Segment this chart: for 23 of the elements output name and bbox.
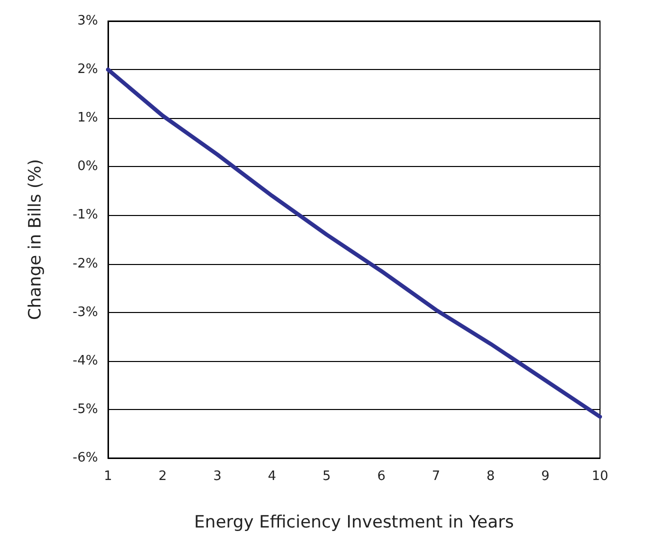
y-tick-label: -4%	[72, 353, 98, 368]
y-tick-label: -5%	[72, 402, 98, 417]
y-tick-label: -2%	[72, 256, 98, 272]
x-tick-label: 7	[432, 469, 440, 484]
x-tick-label: 4	[268, 469, 276, 484]
x-tick-label: 9	[541, 469, 550, 484]
x-axis-title: Energy Efficiency Investment in Years	[194, 512, 514, 532]
x-tick-label: 8	[486, 469, 495, 484]
x-tick-label: 3	[213, 469, 222, 484]
x-tick-label: 1	[104, 469, 112, 484]
y-tick-label: 2%	[77, 62, 98, 78]
x-tick-label: 5	[322, 469, 331, 484]
y-axis-title: Change in Bills (%)	[26, 159, 46, 320]
y-tick-label: -6%	[72, 450, 98, 466]
x-tick-label: 2	[158, 469, 167, 484]
y-tick-label: -1%	[72, 208, 98, 223]
y-tick-label: 0%	[77, 159, 98, 174]
x-tick-label: 10	[592, 469, 608, 484]
y-tick-label: 3%	[77, 14, 98, 28]
line-series	[106, 68, 602, 419]
y-tick-label: -3%	[72, 304, 98, 320]
y-tick-label: 1%	[77, 110, 98, 126]
x-tick-label: 6	[377, 469, 386, 484]
